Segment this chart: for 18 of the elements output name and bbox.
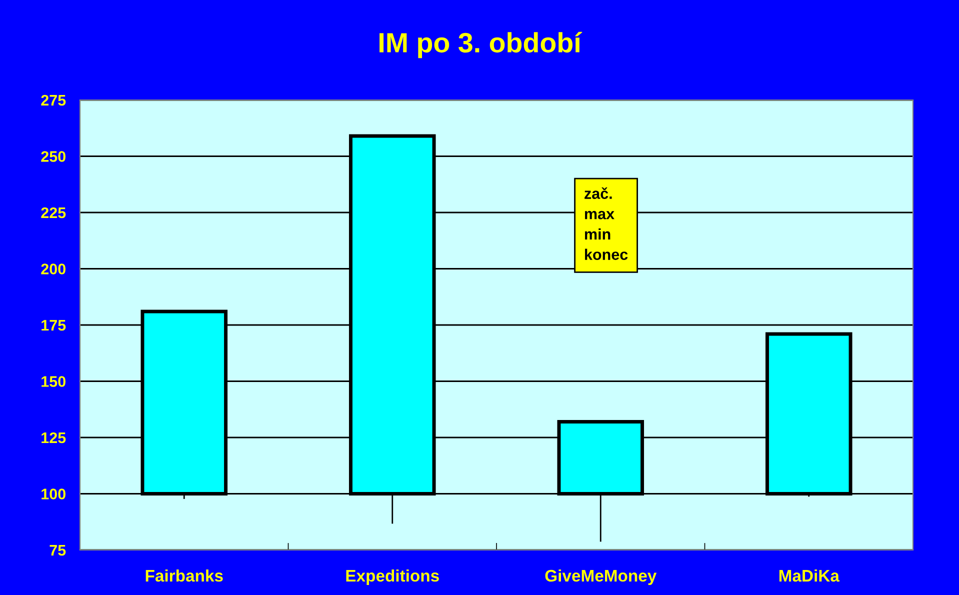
annotation: zač. — [584, 187, 612, 199]
y-tick-label: 200 — [41, 264, 66, 274]
y-tick-label: 150 — [42, 376, 66, 387]
y-tick-label: 100 — [42, 488, 66, 500]
y-tick-label: 275 — [41, 94, 66, 106]
y-tick-label: 250 — [41, 151, 66, 162]
annotation: max — [584, 210, 614, 220]
y-tick-label: 175 — [42, 320, 66, 331]
annotation: min — [584, 228, 610, 240]
y-tick-label: 125 — [42, 432, 66, 444]
chart-title: IM po 3. období — [380, 32, 582, 58]
y-tick-label: 75 — [50, 545, 66, 556]
x-tick-label: MaDiKa — [779, 569, 840, 582]
annotation: konec — [585, 248, 628, 260]
x-tick-label: Expeditions — [346, 569, 439, 585]
y-tick-label: 225 — [41, 207, 66, 218]
x-tick-label: Fairbanks — [146, 569, 223, 582]
x-tick-label: GiveMeMoney — [545, 569, 657, 585]
